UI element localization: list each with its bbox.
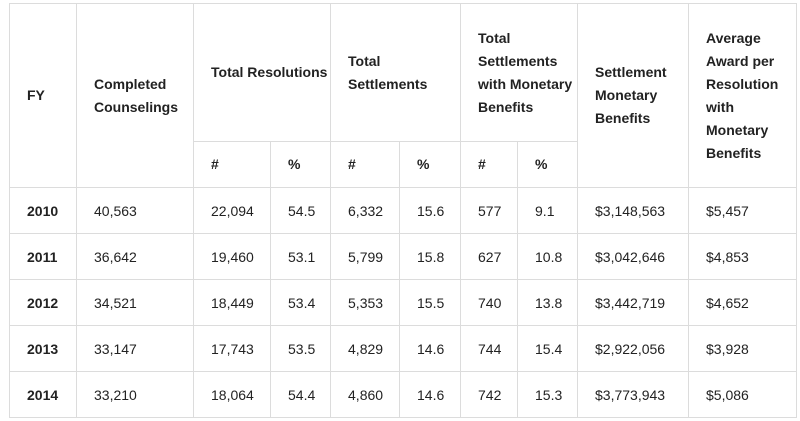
cell-resolutions-count: 18,064: [193, 371, 271, 418]
cell-resolutions-percent: 53.5: [269, 325, 332, 372]
cell-completed: 36,642: [76, 233, 194, 280]
table-row: 2014 33,210 18,064 54.4 4,860 14.6 742 1…: [9, 371, 798, 418]
cell-settlements-percent: 15.5: [399, 279, 462, 326]
cell-average-award: $5,086: [688, 371, 798, 418]
header-completed-counselings: Completed Counselings: [76, 3, 194, 188]
cell-fy: 2011: [9, 233, 77, 280]
subheader-resolutions-percent: %: [269, 141, 332, 188]
cell-settlements-count: 4,829: [330, 325, 401, 372]
cell-completed: 34,521: [76, 279, 194, 326]
cell-benefits: $3,148,563: [577, 187, 690, 234]
header-total-settlements-monetary: Total Settlements with Monetary Benefits: [460, 3, 579, 142]
cell-monetary-percent: 9.1: [517, 187, 579, 234]
cell-monetary-count: 742: [460, 371, 519, 418]
cell-fy: 2014: [9, 371, 77, 418]
cell-benefits: $2,922,056: [577, 325, 690, 372]
header-total-resolutions: Total Resolutions: [192, 3, 332, 142]
cell-monetary-percent: 15.4: [517, 325, 579, 372]
cell-fy: 2013: [9, 325, 77, 372]
cell-settlements-percent: 14.6: [399, 371, 462, 418]
cell-resolutions-percent: 53.1: [269, 233, 332, 280]
table-row: 2010 40,563 22,094 54.5 6,332 15.6 577 9…: [9, 187, 798, 234]
cell-monetary-percent: 13.8: [517, 279, 579, 326]
subheader-monetary-percent: %: [517, 141, 579, 188]
cell-benefits: $3,773,943: [577, 371, 690, 418]
cell-settlements-count: 5,353: [330, 279, 401, 326]
cell-resolutions-percent: 54.4: [269, 371, 332, 418]
cell-resolutions-percent: 53.4: [269, 279, 332, 326]
cell-resolutions-count: 22,094: [193, 187, 271, 234]
table-row: 2013 33,147 17,743 53.5 4,829 14.6 744 1…: [9, 325, 798, 372]
header-settlement-monetary-benefits: Settlement Monetary Benefits: [577, 3, 690, 188]
cell-settlements-percent: 15.8: [399, 233, 462, 280]
cell-completed: 40,563: [76, 187, 194, 234]
cell-fy: 2010: [9, 187, 77, 234]
table-row: 2012 34,521 18,449 53.4 5,353 15.5 740 1…: [9, 279, 798, 326]
cell-average-award: $4,652: [688, 279, 798, 326]
subheader-resolutions-count: #: [193, 141, 271, 188]
cell-monetary-count: 744: [460, 325, 519, 372]
cell-monetary-count: 740: [460, 279, 519, 326]
cell-fy: 2012: [9, 279, 77, 326]
subheader-settlements-count: #: [330, 141, 401, 188]
cell-completed: 33,147: [76, 325, 194, 372]
header-fy: FY: [9, 3, 77, 188]
cell-resolutions-count: 18,449: [193, 279, 271, 326]
subheader-monetary-count: #: [460, 141, 519, 188]
cell-settlements-count: 4,860: [330, 371, 401, 418]
header-average-award: Average Award per Resolution with Moneta…: [688, 3, 798, 188]
subheader-settlements-percent: %: [399, 141, 462, 188]
cell-resolutions-count: 19,460: [193, 233, 271, 280]
cell-settlements-percent: 15.6: [399, 187, 462, 234]
cell-benefits: $3,042,646: [577, 233, 690, 280]
cell-average-award: $4,853: [688, 233, 798, 280]
cell-settlements-count: 6,332: [330, 187, 401, 234]
cell-settlements-count: 5,799: [330, 233, 401, 280]
cell-average-award: $5,457: [688, 187, 798, 234]
cell-benefits: $3,442,719: [577, 279, 690, 326]
table-row: 2011 36,642 19,460 53.1 5,799 15.8 627 1…: [9, 233, 798, 280]
cell-resolutions-percent: 54.5: [269, 187, 332, 234]
cell-monetary-count: 577: [460, 187, 519, 234]
cell-monetary-percent: 10.8: [517, 233, 579, 280]
cell-monetary-count: 627: [460, 233, 519, 280]
cell-average-award: $3,928: [688, 325, 798, 372]
cell-resolutions-count: 17,743: [193, 325, 271, 372]
header-row: FY Completed Counselings Total Resolutio…: [9, 3, 798, 188]
subheader-row: # % # % # %: [10, 141, 797, 188]
cell-settlements-percent: 14.6: [399, 325, 462, 372]
cell-monetary-percent: 15.3: [517, 371, 579, 418]
header-total-settlements: Total Settlements: [330, 3, 462, 142]
cell-completed: 33,210: [76, 371, 194, 418]
counseling-statistics-table: FY Completed Counselings Total Resolutio…: [9, 3, 798, 418]
